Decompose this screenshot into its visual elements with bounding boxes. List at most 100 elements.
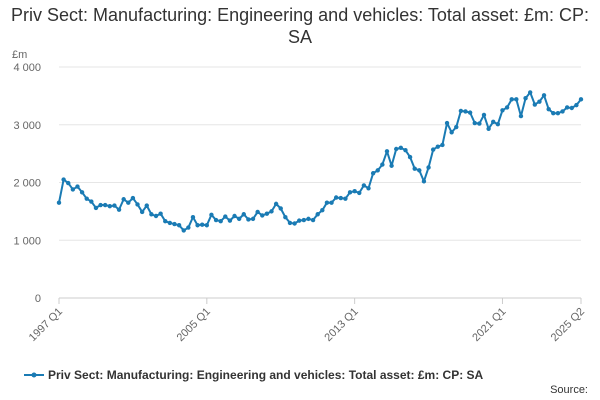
data-point: [153, 213, 159, 219]
x-tick-label: 2021 Q1: [470, 306, 508, 344]
data-point: [278, 206, 283, 211]
data-point: [112, 203, 117, 208]
x-tick-label: 2013 Q1: [322, 306, 360, 344]
series-line: [58, 91, 582, 232]
data-point: [283, 214, 288, 220]
data-point: [213, 217, 219, 223]
data-point: [269, 209, 274, 214]
data-point: [195, 223, 200, 228]
data-point: [116, 207, 122, 212]
data-point: [255, 209, 260, 215]
data-point: [435, 144, 440, 149]
data-point: [421, 179, 427, 184]
data-point: [204, 223, 210, 228]
data-point: [375, 168, 380, 173]
y-axis-ticks: 0 1 000 2 000 3 000 4 000: [13, 62, 41, 305]
data-point: [241, 212, 246, 217]
data-point: [407, 154, 413, 160]
data-point: [527, 90, 533, 95]
data-point: [454, 124, 459, 130]
data-point: [209, 212, 214, 218]
data-point: [218, 218, 223, 224]
data-point: [541, 93, 547, 98]
data-point: [333, 195, 339, 200]
data-point: [190, 214, 196, 220]
chart-title: Priv Sect: Manufacturing: Engineering an…: [11, 5, 589, 47]
data-point: [246, 217, 251, 222]
data-point: [324, 200, 330, 205]
source-label: Source:: [550, 384, 588, 396]
data-point: [121, 197, 126, 202]
series-points: [56, 90, 584, 233]
x-tick-label: 1997 Q1: [27, 306, 65, 344]
data-point: [458, 108, 464, 114]
data-point: [70, 187, 76, 192]
data-point: [56, 200, 62, 205]
data-point: [176, 223, 182, 228]
data-point: [347, 190, 353, 195]
data-point: [98, 202, 103, 208]
data-point: [412, 166, 417, 171]
data-point: [61, 177, 66, 182]
legend: Priv Sect: Manufacturing: Engineering an…: [24, 368, 484, 382]
data-point: [200, 222, 205, 227]
data-point: [361, 183, 367, 188]
data-point: [467, 110, 473, 115]
data-point: [486, 126, 491, 131]
data-point: [555, 111, 561, 116]
data-point: [320, 208, 325, 213]
data-point: [172, 221, 177, 227]
data-point: [384, 149, 390, 154]
data-point: [546, 106, 551, 112]
data-point: [66, 180, 71, 186]
data-point: [569, 105, 574, 111]
data-point: [227, 218, 233, 223]
data-point: [357, 190, 362, 196]
data-point: [352, 188, 357, 194]
data-point: [287, 220, 293, 226]
y-tick-label: 0: [35, 293, 41, 305]
data-point: [398, 145, 404, 151]
data-point: [75, 184, 80, 189]
y-tick-label: 2 000: [13, 178, 41, 190]
y-tick-label: 1 000: [13, 235, 41, 247]
data-point: [135, 202, 140, 207]
data-point: [107, 203, 113, 209]
data-point: [366, 186, 371, 191]
data-point: [223, 214, 228, 219]
data-point: [518, 113, 524, 119]
data-point: [574, 102, 579, 108]
data-point: [449, 130, 454, 135]
data-point: [149, 212, 154, 217]
y-axis-unit-label: £m: [12, 49, 27, 61]
data-point: [89, 199, 94, 204]
data-point: [444, 120, 450, 126]
data-point: [532, 102, 538, 107]
data-point: [232, 213, 237, 219]
data-point: [495, 121, 501, 127]
data-point: [509, 97, 514, 102]
x-tick-label: 2005 Q1: [175, 306, 213, 344]
x-axis-ticks: 1997 Q1 2005 Q1 2013 Q1 2021 Q1 2025 Q2: [27, 298, 587, 344]
data-point: [301, 217, 307, 223]
data-point: [144, 203, 149, 208]
data-point: [440, 142, 445, 148]
data-point: [370, 171, 376, 176]
data-point: [260, 213, 265, 218]
data-point: [578, 97, 584, 102]
data-point: [394, 146, 399, 152]
data-point: [273, 201, 279, 207]
data-point: [537, 99, 542, 104]
data-point: [181, 228, 186, 233]
data-point: [93, 205, 99, 211]
data-point: [310, 217, 316, 223]
data-point: [163, 218, 168, 224]
data-point: [426, 165, 431, 170]
data-point: [477, 121, 482, 126]
data-point: [126, 200, 131, 205]
data-point: [463, 109, 468, 114]
y-tick-label: 3 000: [13, 120, 41, 132]
data-point: [380, 162, 385, 167]
data-point: [102, 202, 108, 208]
data-point: [315, 212, 320, 217]
